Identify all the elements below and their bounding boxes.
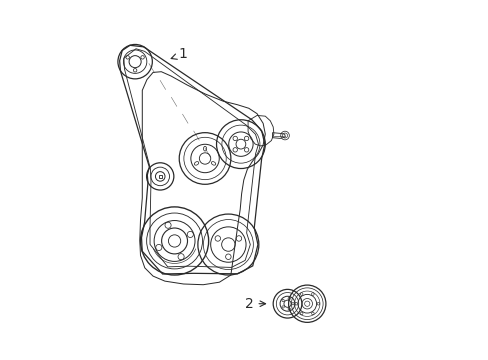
Text: 1: 1	[171, 48, 186, 62]
Text: 2: 2	[244, 297, 265, 311]
Bar	[159, 175, 162, 178]
